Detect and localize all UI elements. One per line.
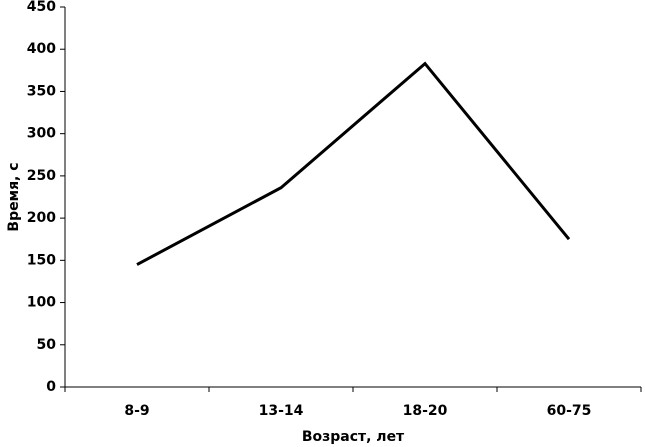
x-axis-label: Возраст, лет (302, 429, 405, 445)
y-tick-label: 300 (27, 126, 56, 142)
y-tick-label: 400 (27, 41, 56, 57)
y-tick-label: 150 (27, 252, 56, 268)
y-tick-label: 250 (27, 168, 56, 184)
y-tick-label: 350 (27, 83, 56, 99)
x-tick-label: 8-9 (124, 403, 149, 419)
y-tick-label: 100 (27, 295, 56, 311)
x-tick-label: 60-75 (547, 403, 592, 419)
y-axis-label: Время, с (6, 162, 22, 231)
y-tick-label: 450 (27, 0, 56, 15)
y-tick-label: 50 (37, 337, 57, 353)
y-tick-label: 0 (46, 379, 56, 395)
y-tick-label: 200 (27, 210, 56, 226)
x-tick-label: 13-14 (259, 403, 304, 419)
x-tick-label: 18-20 (403, 403, 448, 419)
line (136, 61, 571, 266)
